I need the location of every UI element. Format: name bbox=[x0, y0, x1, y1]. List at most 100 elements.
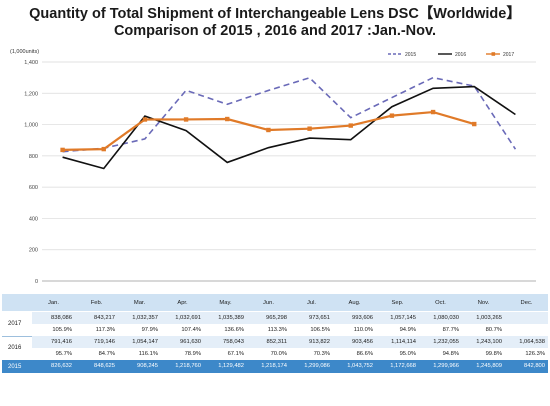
legend-label-2016: 2016 bbox=[455, 52, 466, 58]
table-month-header: Nov. bbox=[462, 294, 505, 312]
table-month-header: Sep. bbox=[376, 294, 419, 312]
table-value-cell: 826,632 bbox=[32, 360, 75, 373]
table-ratio-cell: 84.7% bbox=[75, 348, 118, 360]
table-value-cell: 973,651 bbox=[290, 311, 333, 324]
table-value-cell: 913,822 bbox=[290, 336, 333, 348]
table-month-header: Dec. bbox=[505, 294, 548, 312]
series-point-2017 bbox=[225, 116, 230, 122]
chart-title-line2: Comparison of 2015 , 2016 and 2017 :Jan.… bbox=[113, 23, 437, 39]
table-value-cell: 961,630 bbox=[161, 336, 204, 348]
table-ratio-cell: 97.9% bbox=[118, 324, 161, 336]
y-tick-label: 0 bbox=[35, 279, 38, 285]
table-ratio-cell: 117.3% bbox=[75, 324, 118, 336]
table-value-cell: 965,298 bbox=[247, 311, 290, 324]
table-row-ratios: 105.9% 117.3% 97.9% 107.4% 136.6% 113.3% 106.5… bbox=[2, 324, 548, 336]
table-value-cell: 1,057,145 bbox=[376, 311, 419, 324]
legend-label-2015: 2015 bbox=[405, 52, 416, 58]
table-ratio-cell: 67.1% bbox=[204, 348, 247, 360]
table-ratio-cell: 95.7% bbox=[32, 348, 75, 360]
table-ratio-cell: 136.6% bbox=[204, 324, 247, 336]
table-ratio-cell: 126.3% bbox=[505, 348, 548, 360]
table-ratio-cell: 105.9% bbox=[32, 324, 75, 336]
table-row-ratios: 95.7% 84.7% 116.1% 78.9% 67.1% 70.0% 70.3% 86.6… bbox=[2, 348, 548, 360]
table-value-cell: 1,064,538 bbox=[505, 336, 548, 348]
table-value-cell: 758,043 bbox=[204, 336, 247, 348]
series-point-2017 bbox=[472, 121, 477, 127]
table-value-cell: 838,086 bbox=[32, 311, 75, 324]
table-ratio-cell: 113.3% bbox=[247, 324, 290, 336]
series-point-2017 bbox=[348, 123, 353, 128]
y-tick-label: 400 bbox=[29, 216, 38, 222]
legend-label-2017: 2017 bbox=[503, 52, 514, 58]
table-ratio-cell: 80.7% bbox=[462, 324, 505, 336]
shipment-data-table: Jan. Feb. Mar. Apr. May. Jun. Jul. Aug. Sep. Oct.… bbox=[2, 294, 548, 373]
table-value-cell: 1,035,389 bbox=[204, 311, 247, 324]
table-value-cell: 1,245,809 bbox=[462, 360, 505, 373]
table-body: 2017 838,086 843,217 1,032,357 1,032,691 1,03… bbox=[2, 311, 548, 373]
table-value-cell: 791,416 bbox=[32, 336, 75, 348]
table-year-cell: 2017 bbox=[2, 311, 32, 336]
y-tick-label: 600 bbox=[29, 185, 38, 191]
table-ratio-cell: 99.8% bbox=[462, 348, 505, 360]
y-tick-label: 200 bbox=[29, 248, 38, 254]
table-value-cell: 1,080,030 bbox=[419, 311, 462, 324]
table-ratio-cell: 116.1% bbox=[118, 348, 161, 360]
series-point-2017 bbox=[430, 109, 436, 115]
table-year-cell: 2016 bbox=[2, 335, 32, 360]
table-month-header: Aug. bbox=[333, 294, 376, 312]
table-value-cell: 1,172,668 bbox=[376, 360, 419, 373]
table-month-header: Jun. bbox=[247, 294, 290, 312]
series-point-2017 bbox=[101, 146, 106, 152]
table-ratio-cell: 78.9% bbox=[161, 348, 204, 360]
chart-title-line1: Quantity of Total Shipment of Interchang… bbox=[29, 6, 521, 22]
table-value-cell: 1,032,691 bbox=[161, 311, 204, 324]
table-value-cell: 1,129,482 bbox=[204, 360, 247, 373]
table-ratio-cell: 70.0% bbox=[247, 348, 290, 360]
table-value-cell: 1,218,174 bbox=[247, 360, 290, 373]
series-point-2017 bbox=[142, 117, 148, 122]
series-point-2017 bbox=[307, 126, 312, 131]
table-value-cell: 1,243,100 bbox=[462, 336, 505, 348]
table-ratio-cell: 70.3% bbox=[290, 348, 333, 360]
table-value-cell: 1,218,760 bbox=[161, 360, 204, 373]
table-ratio-cell: 94.8% bbox=[419, 348, 462, 360]
table-value-cell: 848,625 bbox=[75, 360, 118, 373]
table-ratio-cell: 107.4% bbox=[161, 324, 204, 336]
series-line-2015 bbox=[62, 76, 517, 153]
y-axis-units-label: (1,000units) bbox=[10, 49, 39, 55]
table-value-cell: 1,032,357 bbox=[118, 311, 161, 324]
table-value-cell: 1,043,752 bbox=[333, 360, 376, 373]
table-month-header: May. bbox=[204, 294, 247, 312]
table-month-header: Mar. bbox=[118, 294, 161, 312]
series-point-2017 bbox=[60, 147, 65, 153]
table-ratio-cell: 106.5% bbox=[290, 324, 333, 336]
table-value-cell: 908,245 bbox=[118, 360, 161, 373]
table-row-values: 2015 826,632 848,625 908,245 1,218,760 1,129,… bbox=[2, 359, 548, 373]
y-tick-label: 1,400 bbox=[24, 60, 38, 66]
table-value-cell: 1,003,265 bbox=[462, 311, 505, 324]
table-month-header: Jul. bbox=[290, 294, 333, 312]
table-month-header: Oct. bbox=[419, 294, 462, 312]
table-value-cell: 1,114,114 bbox=[376, 336, 419, 348]
table-corner-cell bbox=[2, 294, 32, 312]
table-ratio-cell bbox=[505, 324, 548, 336]
table-value-cell: 1,232,055 bbox=[419, 336, 462, 348]
table-row-values: 2016 791,416 719,146 1,054,147 961,630 758,04… bbox=[2, 335, 548, 360]
table-row-values: 2017 838,086 843,217 1,032,357 1,032,691 1,03… bbox=[2, 311, 548, 336]
y-tick-label: 1,000 bbox=[24, 123, 38, 129]
table-year-cell: 2015 bbox=[2, 359, 32, 373]
table-value-cell: 993,606 bbox=[333, 311, 376, 324]
series-line-2016 bbox=[62, 85, 516, 170]
table-value-cell: 1,299,966 bbox=[419, 360, 462, 373]
table-value-cell: 852,311 bbox=[247, 336, 290, 348]
table-value-cell: 719,146 bbox=[75, 336, 118, 348]
table-ratio-cell: 110.0% bbox=[333, 324, 376, 336]
table-header-row: Jan. Feb. Mar. Apr. May. Jun. Jul. Aug. Sep. Oct.… bbox=[2, 294, 548, 312]
table-month-header: Feb. bbox=[75, 294, 118, 312]
table-value-cell: 1,299,086 bbox=[290, 360, 333, 373]
table-ratio-cell: 86.6% bbox=[333, 348, 376, 360]
table-ratio-cell: 95.0% bbox=[376, 348, 419, 360]
series-point-2017 bbox=[389, 113, 395, 118]
line-chart: (1,000units) 0 200 400 600 800 1,000 1,200 1,400… bbox=[10, 49, 536, 285]
table-value-cell: 1,054,147 bbox=[118, 336, 161, 348]
